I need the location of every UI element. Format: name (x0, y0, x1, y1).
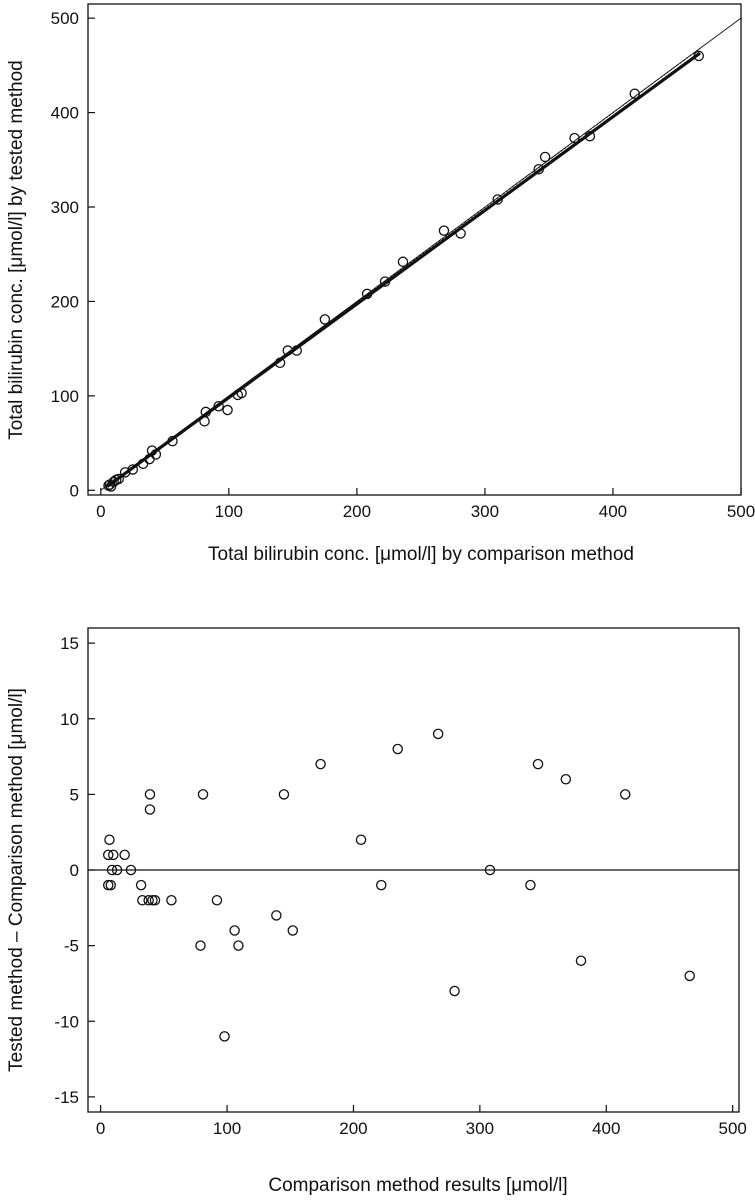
data-point (229, 925, 240, 936)
data-point (167, 435, 178, 447)
data-point (106, 864, 118, 876)
y-tick-label-top: 200 (51, 292, 79, 311)
data-point (438, 225, 450, 236)
y-tick-label-top: 400 (51, 104, 79, 123)
data-point (119, 849, 130, 861)
data-point (149, 895, 161, 906)
data-point (379, 276, 391, 287)
data-point (533, 163, 544, 175)
data-point (200, 406, 212, 418)
data-point (233, 940, 244, 951)
y-tick-label-bottom: -10 (54, 1012, 79, 1031)
data-point (629, 88, 640, 99)
data-point (539, 151, 551, 163)
data-point (684, 970, 695, 982)
data-point (274, 357, 286, 369)
data-point (532, 758, 544, 770)
data-point (492, 194, 503, 205)
x-tick-label-bottom: 500 (718, 1119, 746, 1138)
data-point (361, 288, 373, 300)
data-point (315, 758, 326, 770)
data-point (195, 940, 206, 951)
data-point (619, 789, 631, 800)
data-point (355, 834, 367, 846)
data-point (150, 449, 162, 460)
data-point (143, 895, 154, 906)
data-point (455, 228, 466, 239)
x-tick-label-bottom: 300 (466, 1119, 494, 1138)
x-tick-label-bottom: 100 (213, 1119, 241, 1138)
x-tick-label-bottom: 200 (339, 1119, 367, 1138)
x-tick-label-bottom: 0 (96, 1119, 105, 1138)
data-point (105, 879, 117, 891)
x-tick-label-top: 500 (727, 502, 755, 521)
data-point (146, 445, 158, 456)
data-point (376, 879, 387, 891)
y-tick-label-top: 500 (51, 9, 79, 28)
y-tick-label-top: 100 (51, 387, 79, 406)
data-point (113, 473, 124, 485)
data-point (219, 1031, 230, 1042)
data-point (271, 910, 282, 921)
scatter-chart-top: 0 100 200 300 400 500 0 100 200 300 400 500 Total … (6, 3, 755, 565)
data-point (119, 467, 131, 478)
data-point (111, 864, 123, 876)
x-axis-label-top: Total bilirubin conc. [μmol/l] by compar… (208, 544, 634, 565)
y-axis-label-top: Total bilirubin conc. [μmol/l] by tested… (6, 60, 27, 440)
data-point (135, 879, 147, 891)
y-tick-label-bottom: 10 (60, 710, 79, 729)
x-tick-label-top: 400 (599, 502, 627, 521)
x-tick-label-top: 300 (471, 502, 499, 521)
data-point (392, 743, 403, 755)
y-tick-label-top: 0 (70, 481, 79, 500)
y-axis-label-bottom: Tested method – Comparison method [μmol/… (6, 688, 27, 1072)
data-point (432, 728, 444, 740)
y-tick-label-bottom: 5 (70, 785, 79, 804)
confidence-line (106, 47, 701, 487)
data-point (291, 345, 302, 356)
data-point (197, 789, 209, 800)
data-point (397, 256, 409, 268)
data-point (199, 416, 210, 427)
data-point (484, 864, 496, 876)
y-tick-label-bottom: 0 (70, 861, 79, 880)
data-point (222, 404, 233, 416)
data-point (569, 132, 580, 144)
data-point (166, 895, 177, 906)
difference-chart-bottom: 0 100 200 300 400 500 -15 -10 -5 0 5 10 15 Comparis… (6, 627, 747, 1196)
data-point (287, 925, 299, 936)
data-point (211, 895, 223, 906)
x-tick-label-top: 200 (343, 502, 371, 521)
data-point (525, 879, 536, 891)
data-point (278, 789, 290, 800)
data-point (104, 834, 115, 846)
x-tick-label-top: 0 (96, 502, 105, 521)
data-point (144, 789, 156, 800)
y-tick-label-top: 300 (51, 198, 79, 217)
data-point (560, 774, 572, 785)
data-point (108, 849, 119, 861)
data-point (108, 476, 119, 488)
data-point (125, 864, 137, 876)
data-point (236, 387, 247, 399)
regression-line (106, 51, 701, 488)
y-tick-label-bottom: -5 (64, 937, 79, 956)
y-tick-label-bottom: 15 (60, 634, 79, 653)
y-tick-label-bottom: -15 (54, 1088, 79, 1107)
data-point (319, 314, 331, 325)
data-point (575, 955, 587, 967)
x-axis-label-bottom: Comparison method results [μmol/l] (268, 1175, 567, 1196)
x-tick-label-top: 100 (215, 502, 243, 521)
data-point (127, 464, 139, 475)
data-point (584, 130, 596, 142)
data-point (144, 804, 156, 815)
data-point (137, 895, 148, 906)
data-point (693, 50, 704, 62)
data-point (213, 400, 224, 412)
data-point (449, 985, 460, 997)
data-point (102, 849, 114, 861)
x-tick-label-bottom: 400 (592, 1119, 620, 1138)
plot-frame-top (87, 3, 742, 496)
